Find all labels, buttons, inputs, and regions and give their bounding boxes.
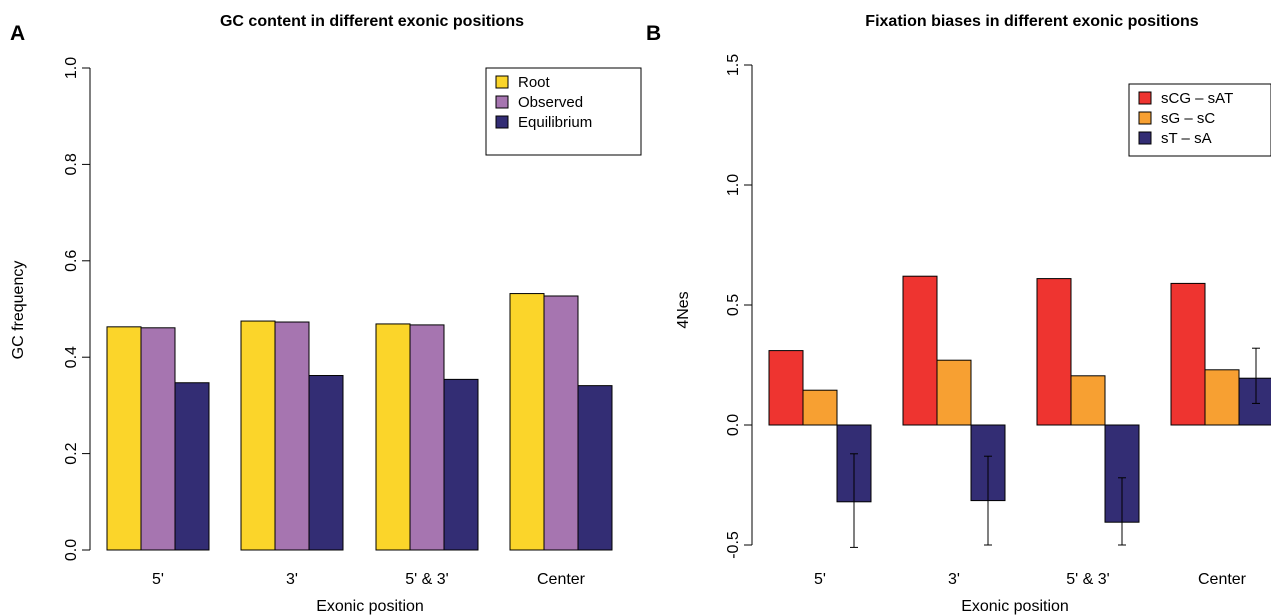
panel-b-legend-label: sG – sC bbox=[1161, 110, 1215, 127]
panel-a-bar bbox=[577, 385, 613, 551]
panel-a-title: GC content in different exonic positions bbox=[220, 13, 524, 30]
panel-b-bar bbox=[936, 359, 972, 426]
panel-b-legend bbox=[1128, 83, 1271, 157]
panel-b-y-tick-label: -0.5 bbox=[725, 531, 742, 559]
panel-b-legend-swatch bbox=[1138, 111, 1152, 125]
panel-a-legend-swatch bbox=[495, 75, 509, 89]
panel-a-ylabel: GC frequency bbox=[10, 261, 27, 360]
panel-a-y-tick-label: 0.2 bbox=[63, 442, 80, 464]
panel-b-y-tick-label: 0.0 bbox=[725, 414, 742, 436]
panel-a-y-tick-label: 0.4 bbox=[63, 346, 80, 368]
panel-b-title: Fixation biases in different exonic posi… bbox=[865, 13, 1198, 30]
panel-a-bar bbox=[274, 321, 310, 551]
panel-b-legend-label: sT – sA bbox=[1161, 130, 1212, 147]
panel-a-y-tick-label: 0.0 bbox=[63, 539, 80, 561]
panel-a-x-tick-label: 5' bbox=[152, 571, 164, 588]
panel-a-legend-label: Root bbox=[518, 74, 551, 91]
panel-b-bar bbox=[768, 350, 804, 426]
panel-a-x-tick-label: 3' bbox=[286, 571, 298, 588]
panel-a-y-tick-label: 1.0 bbox=[63, 57, 80, 79]
panel-a-x-tick-label: 5' & 3' bbox=[405, 571, 448, 588]
panel-b-bar bbox=[802, 389, 838, 426]
panel-b-ylabel: 4Nes bbox=[675, 291, 692, 328]
panel-a-legend-label: Observed bbox=[518, 94, 583, 111]
panel-a-legend-label: Equilibrium bbox=[518, 114, 592, 131]
panel-b-bar bbox=[1036, 278, 1072, 426]
panel-b-bar bbox=[1070, 375, 1106, 426]
panel-b-y-tick-label: 1.0 bbox=[725, 174, 742, 196]
panel-a-x-tick-label: Center bbox=[537, 571, 586, 588]
panel-a-bar bbox=[240, 320, 276, 551]
panel-a-bar bbox=[174, 382, 210, 551]
panel-b-legend-swatch bbox=[1138, 131, 1152, 145]
panel-a-letter: A bbox=[10, 22, 25, 45]
panel-b-x-tick-label: Center bbox=[1198, 571, 1247, 588]
panel-b-legend-swatch bbox=[1138, 91, 1152, 105]
panel-b-x-tick-label: 5' & 3' bbox=[1066, 571, 1109, 588]
panel-b-letter: B bbox=[646, 22, 661, 45]
panel-b-x-tick-label: 3' bbox=[948, 571, 960, 588]
panel-a-legend-swatch bbox=[495, 95, 509, 109]
panel-a-legend-swatch bbox=[495, 115, 509, 129]
panel-b-bar bbox=[1204, 369, 1240, 426]
panel-b-y-tick-label: 1.5 bbox=[725, 54, 742, 76]
panel-b-legend-label: sCG – sAT bbox=[1161, 90, 1233, 107]
panel-a-bar bbox=[443, 378, 479, 551]
panel-a-y-tick-label: 0.8 bbox=[63, 153, 80, 175]
panel-b-y-tick-label: 0.5 bbox=[725, 294, 742, 316]
panel-a-bar bbox=[140, 327, 176, 551]
panel-a-plot: 0.0 0.2 0.4 0.6 0.8 1.0 5' 3' 5' & 3' Center Root O… bbox=[63, 57, 642, 588]
panel-a-bar bbox=[308, 375, 344, 551]
panel-b-bar bbox=[902, 275, 938, 426]
panel-a-bar bbox=[509, 293, 545, 551]
panel-a-bar bbox=[543, 295, 579, 551]
panel-a-legend bbox=[485, 67, 642, 156]
panel-a-bar bbox=[106, 326, 142, 551]
panel-a-bar bbox=[375, 323, 411, 551]
panel-a-bar bbox=[409, 324, 445, 551]
panel-b-plot: -0.5 0.0 0.5 1.0 1.5 5' 3' 5' & 3' Center sCG – s… bbox=[725, 54, 1271, 588]
panel-a-y-tick-label: 0.6 bbox=[63, 250, 80, 272]
panel-b-bar bbox=[1170, 282, 1206, 426]
panel-a-xlabel: Exonic position bbox=[316, 598, 424, 615]
panel-b-bar bbox=[1238, 377, 1271, 426]
panel-b-xlabel: Exonic position bbox=[961, 598, 1069, 615]
panel-b-x-tick-label: 5' bbox=[814, 571, 826, 588]
